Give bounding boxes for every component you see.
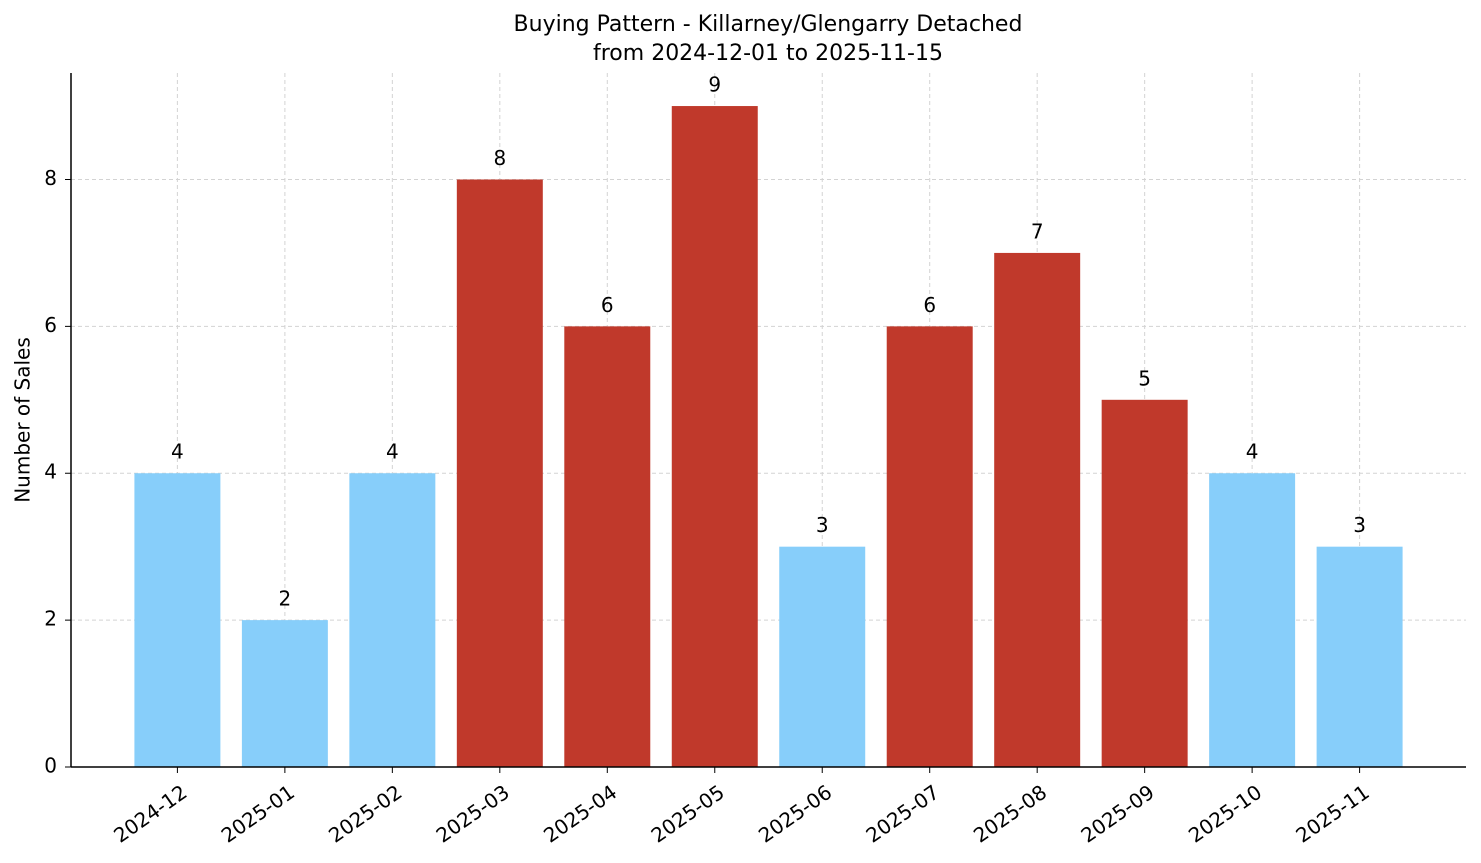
value-label: 7 [1031, 219, 1044, 243]
value-label: 3 [816, 513, 829, 537]
y-tick-label: 2 [44, 607, 57, 631]
bar [1101, 399, 1188, 767]
bar [994, 252, 1081, 768]
x-tick-label: 2024-12 [109, 780, 191, 848]
value-label: 6 [601, 293, 614, 317]
y-tick-label: 8 [44, 166, 57, 190]
bar [349, 473, 436, 767]
x-tick-label: 2025-07 [862, 780, 944, 848]
bar [671, 106, 758, 768]
x-tick-label: 2025-11 [1291, 780, 1373, 848]
x-tick-label: 2025-03 [432, 780, 514, 848]
value-label: 8 [493, 146, 506, 170]
x-tick-label: 2025-01 [217, 780, 299, 848]
chart-subtitle: from 2024-12-01 to 2025-11-15 [593, 41, 943, 66]
x-tick-label: 2025-10 [1184, 780, 1266, 848]
bar [241, 620, 328, 767]
value-label: 4 [386, 440, 399, 464]
x-tick-label: 2025-08 [969, 780, 1051, 848]
chart-title: Buying Pattern - Killarney/Glengarry Det… [514, 12, 1023, 37]
y-tick-label: 4 [44, 460, 57, 484]
y-tick-label: 0 [44, 754, 57, 778]
x-tick-label: 2025-02 [324, 780, 406, 848]
value-label: 2 [279, 587, 292, 611]
value-label: 4 [171, 440, 184, 464]
x-tick-label: 2025-06 [754, 780, 836, 848]
bar [1316, 546, 1403, 767]
bar [564, 326, 651, 767]
value-label: 4 [1246, 440, 1259, 464]
value-label: 9 [708, 73, 721, 97]
value-label: 5 [1138, 366, 1151, 390]
x-tick-label: 2025-05 [647, 780, 729, 848]
y-axis-label: Number of Sales [11, 337, 35, 503]
x-tick-label: 2025-09 [1076, 780, 1158, 848]
value-label: 3 [1353, 513, 1366, 537]
x-tick-label: 2025-04 [539, 780, 621, 848]
bar [134, 473, 221, 767]
y-tick-label: 6 [44, 313, 57, 337]
bar [779, 546, 866, 767]
bar [456, 179, 543, 768]
bar [1209, 473, 1296, 767]
value-label: 6 [923, 293, 936, 317]
bar [886, 326, 973, 767]
